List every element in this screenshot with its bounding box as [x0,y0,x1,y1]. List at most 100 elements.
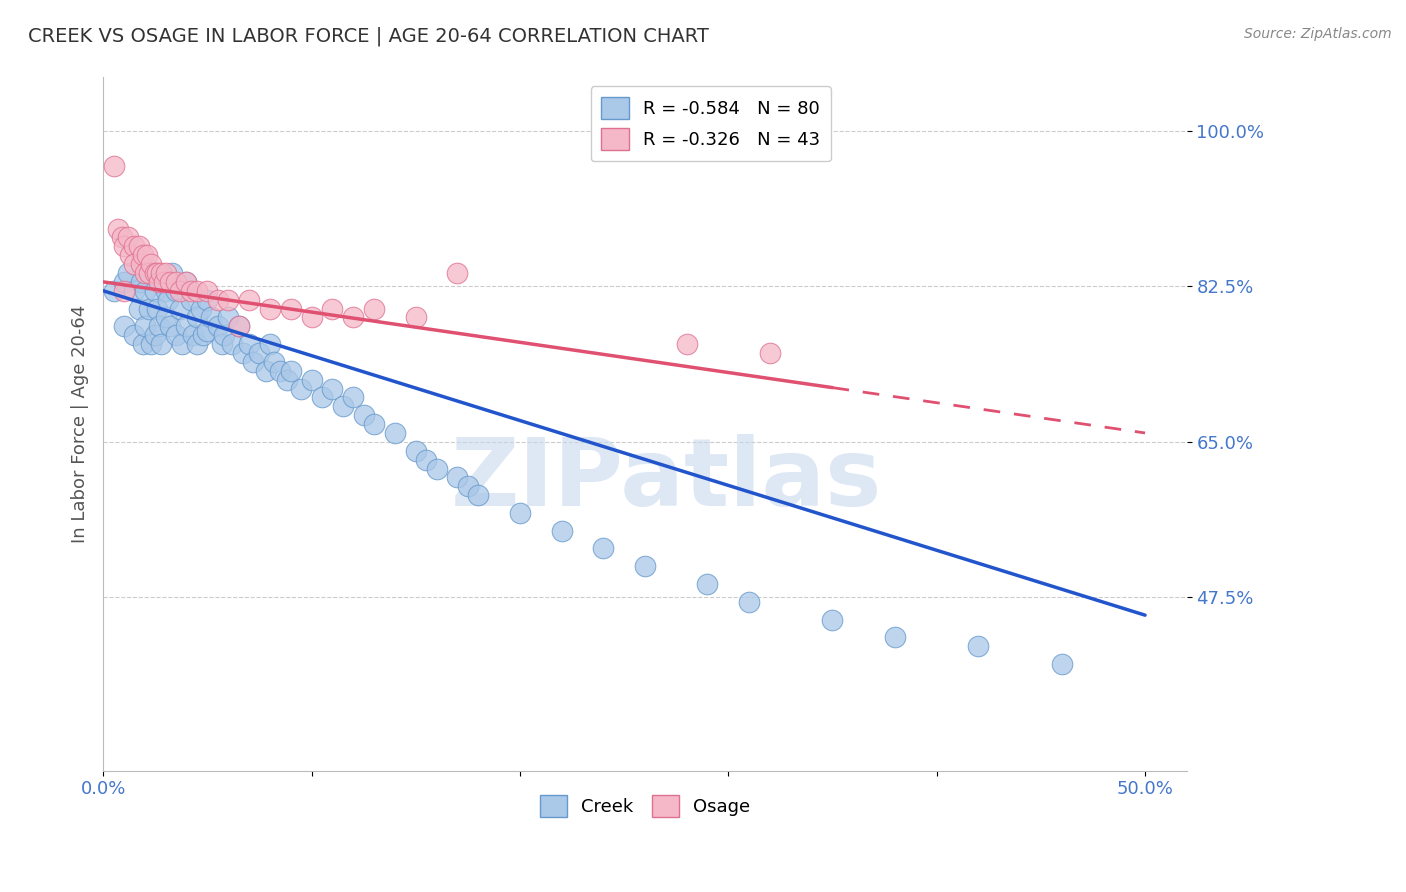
Point [180,284,202,298]
Point [280,301,302,316]
Point [675,337,697,351]
Point [405,310,427,325]
Point [269,364,291,378]
Point [150,337,173,351]
Point [321,382,343,396]
Point [276,373,298,387]
Point [425,461,447,475]
Point [405,443,427,458]
Point [738,595,761,609]
Point [134,266,156,280]
Y-axis label: In Labor Force | Age 20-64: In Labor Force | Age 20-64 [72,305,89,543]
Point [195,324,218,338]
Point [132,337,155,351]
Point [160,266,183,280]
Point [124,239,146,253]
Point [138,266,160,280]
Point [353,408,375,422]
Point [363,417,385,431]
Point [592,541,614,556]
Point [280,364,302,378]
Point [186,284,208,298]
Point [301,310,323,325]
Point [457,479,479,493]
Point [146,266,169,280]
Point [186,337,208,351]
Point [165,275,187,289]
Text: ZIPatlas: ZIPatlas [451,434,883,525]
Point [263,355,285,369]
Point [159,275,181,289]
Point [696,577,718,591]
Point [467,488,489,502]
Legend: Creek, Osage: Creek, Osage [533,788,758,824]
Point [238,337,260,351]
Point [217,310,239,325]
Point [143,266,166,280]
Point [446,470,468,484]
Point [232,346,254,360]
Point [143,328,166,343]
Point [107,221,129,235]
Point [129,275,152,289]
Point [191,328,214,343]
Point [228,319,250,334]
Point [1050,657,1073,671]
Point [117,266,139,280]
Point [176,319,198,334]
Point [259,337,281,351]
Point [180,293,202,307]
Point [207,319,229,334]
Point [112,284,135,298]
Point [172,337,194,351]
Point [150,266,173,280]
Point [311,391,333,405]
Point [259,301,281,316]
Point [152,275,174,289]
Point [124,284,146,298]
Point [242,355,264,369]
Point [342,391,364,405]
Point [134,284,156,298]
Point [342,310,364,325]
Point [128,239,150,253]
Point [176,275,198,289]
Point [135,248,157,262]
Point [186,310,208,325]
Point [138,301,160,316]
Point [550,524,572,538]
Point [212,328,235,343]
Point [117,230,139,244]
Point [139,257,162,271]
Point [124,257,146,271]
Point [301,373,323,387]
Point [446,266,468,280]
Point [217,293,239,307]
Point [195,284,218,298]
Point [169,301,191,316]
Point [181,328,204,343]
Point [195,293,218,307]
Point [821,613,844,627]
Point [134,319,156,334]
Point [139,337,162,351]
Point [176,275,198,289]
Point [634,559,657,574]
Point [156,293,179,307]
Point [155,310,177,325]
Point [332,399,354,413]
Point [155,284,177,298]
Point [124,328,146,343]
Point [159,319,181,334]
Text: CREEK VS OSAGE IN LABOR FORCE | AGE 20-64 CORRELATION CHART: CREEK VS OSAGE IN LABOR FORCE | AGE 20-6… [28,27,709,46]
Point [129,257,152,271]
Point [415,452,437,467]
Point [111,230,134,244]
Point [169,284,191,298]
Point [290,382,312,396]
Point [321,301,343,316]
Point [249,346,271,360]
Point [211,337,233,351]
Point [228,319,250,334]
Point [138,266,160,280]
